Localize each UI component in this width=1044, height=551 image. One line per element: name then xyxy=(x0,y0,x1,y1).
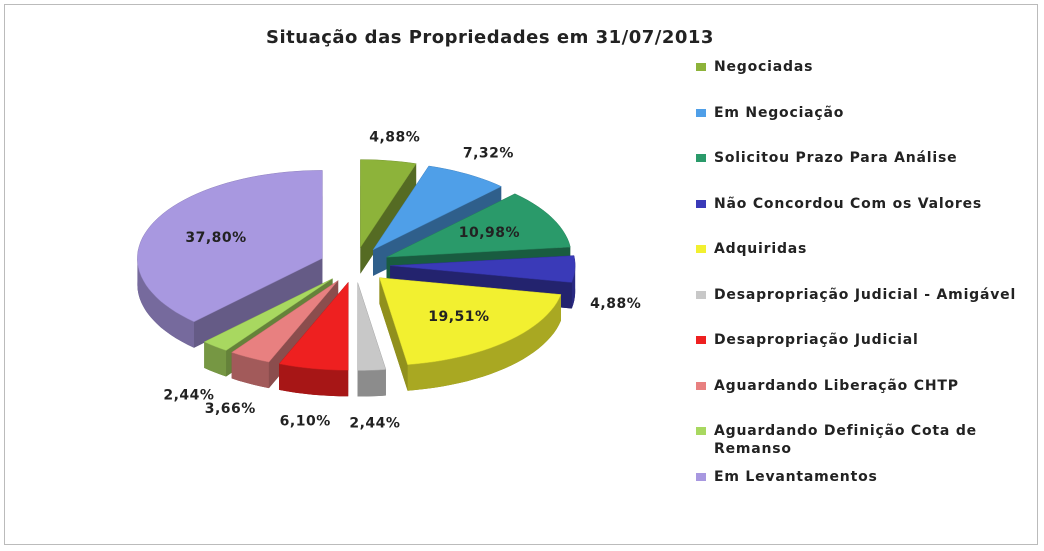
legend-label: Aguardando Definição Cota de Remanso xyxy=(714,423,977,457)
data-label: 3,66% xyxy=(205,401,256,417)
legend-swatch xyxy=(696,199,706,208)
slice xyxy=(231,280,339,363)
slice-wall xyxy=(571,265,576,309)
slice-wall xyxy=(407,294,561,391)
chart-title: Situação das Propriedades em 31/07/2013 xyxy=(266,27,714,48)
legend-swatch xyxy=(696,154,706,162)
legend-item: Não Concordou Com os Valores xyxy=(696,195,1036,241)
data-label: 10,98% xyxy=(459,225,520,241)
legend-item: Em Levantamentos xyxy=(696,468,1036,514)
slice-group xyxy=(357,282,387,397)
data-label: 4,88% xyxy=(369,130,420,146)
legend-swatch xyxy=(696,427,706,435)
data-label: 37,80% xyxy=(185,230,246,246)
legend-label: Adquiridas xyxy=(714,241,808,257)
data-label: 2,44% xyxy=(163,387,214,403)
slice xyxy=(390,255,576,283)
legend-item: Solicitou Prazo Para Análise xyxy=(696,149,1036,195)
legend-label: Em Negociação xyxy=(714,104,845,121)
legend-item: Desapropriação Judicial xyxy=(696,331,1036,377)
slice xyxy=(379,277,562,365)
data-label: 2,44% xyxy=(349,416,400,432)
legend-label: Aguardando Liberação CHTP xyxy=(714,377,959,394)
legend-item: Adquiridas xyxy=(696,240,1036,286)
slice-wall xyxy=(357,369,386,397)
slice-edge xyxy=(360,163,417,274)
legend: Negociadas Em Negociação Solicitou Prazo P… xyxy=(696,58,1036,513)
legend-swatch xyxy=(696,108,706,117)
slice-wall xyxy=(231,352,269,389)
slice xyxy=(386,193,571,258)
slice xyxy=(360,159,417,249)
data-label: 4,88% xyxy=(590,296,641,312)
slice xyxy=(203,278,333,351)
legend-label: Negociadas xyxy=(714,59,814,75)
legend-label: Em Levantamentos xyxy=(714,468,878,485)
legend-swatch xyxy=(696,245,706,253)
slice-edge xyxy=(204,278,333,368)
slice xyxy=(137,170,323,323)
slice xyxy=(357,282,387,371)
slice-group xyxy=(137,170,323,348)
legend-swatch xyxy=(696,381,706,390)
legend-label: Desapropriação Judicial xyxy=(714,332,919,348)
legend-item: Em Negociação xyxy=(696,104,1036,150)
chart-frame xyxy=(4,4,1038,545)
legend-label: Não Concordou Com os Valores xyxy=(714,195,983,212)
slice-wall xyxy=(204,341,227,377)
legend-swatch xyxy=(696,290,706,299)
data-label: 7,32% xyxy=(463,146,514,162)
slice-edge xyxy=(379,277,408,391)
slice xyxy=(278,281,349,371)
slice-group xyxy=(379,277,562,391)
data-label: 6,10% xyxy=(280,414,331,430)
legend-swatch xyxy=(696,63,706,71)
slice xyxy=(372,165,502,251)
data-label: 19,51% xyxy=(428,309,489,325)
legend-item: Desapropriação Judicial - Amigável xyxy=(696,286,1036,332)
slice-group xyxy=(278,281,349,397)
legend-item: Negociadas xyxy=(696,58,1036,104)
slice-edge xyxy=(193,258,323,348)
slice-wall xyxy=(137,258,194,348)
legend-item: Aguardando Definição Cota de Remanso xyxy=(696,422,1036,468)
slice-wall xyxy=(279,363,349,397)
legend-label: Desapropriação Judicial - Amigável xyxy=(714,286,1017,303)
legend-swatch xyxy=(696,472,706,481)
legend-swatch xyxy=(696,336,706,344)
legend-label: Solicitou Prazo Para Análise xyxy=(714,150,958,166)
legend-item: Aguardando Liberação CHTP xyxy=(696,377,1036,423)
